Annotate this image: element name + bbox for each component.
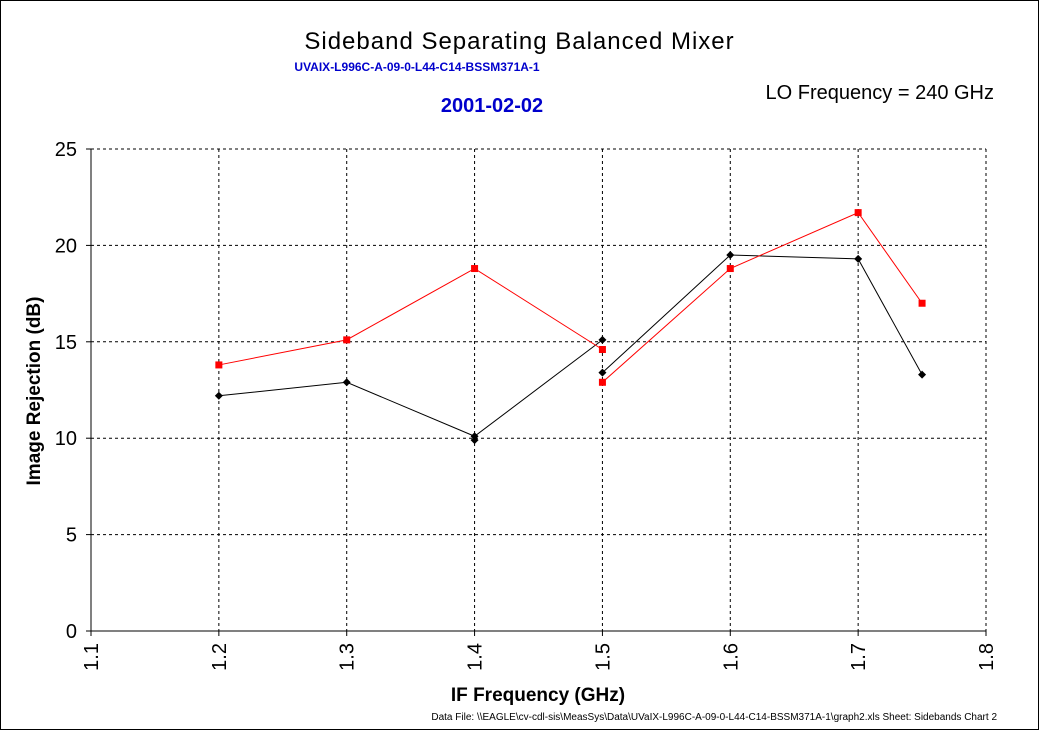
data-point-diamond — [598, 335, 607, 344]
data-point-square — [471, 265, 479, 273]
data-point-diamond — [726, 251, 735, 260]
series-line-1 — [218, 339, 603, 437]
series-line-1 — [602, 254, 923, 375]
y-tick-label: 15 — [55, 332, 77, 354]
chart-subtitle: UVAIX-L996C-A-09-0-L44-C14-BSSM371A-1 — [294, 60, 540, 74]
y-tick-label: 10 — [55, 428, 77, 450]
x-tick-label: 1.8 — [976, 643, 998, 671]
series-layer — [214, 209, 927, 445]
data-point-diamond — [342, 378, 351, 387]
x-tick-label: 1.6 — [720, 643, 742, 671]
x-tick-label: 1.1 — [81, 643, 103, 671]
series-line-2 — [602, 212, 923, 383]
data-point-square — [854, 209, 862, 217]
series-line-2 — [218, 267, 603, 366]
y-tick-label: 0 — [66, 621, 77, 643]
data-point-diamond — [470, 436, 479, 445]
y-tick-label: 25 — [55, 139, 77, 161]
data-point-square — [343, 336, 351, 344]
x-tick-label: 1.2 — [209, 643, 231, 671]
data-point-square — [215, 361, 223, 369]
y-tick-label: 5 — [66, 525, 77, 547]
x-tick-label: 1.3 — [337, 643, 359, 671]
data-point-square — [726, 265, 734, 273]
data-point-diamond — [854, 254, 863, 263]
data-point-diamond — [214, 391, 223, 400]
data-point-diamond — [918, 370, 927, 379]
data-point-square — [598, 346, 606, 354]
y-tick-label: 20 — [55, 235, 77, 257]
grid-layer — [91, 148, 987, 631]
data-point-diamond — [598, 368, 607, 377]
x-axis-label: IF Frequency (GHz) — [451, 685, 625, 706]
data-file-footer: Data File: \\EAGLE\cv-cdl-sis\MeasSys\Da… — [431, 712, 997, 723]
y-axis-label: Image Rejection (dB) — [24, 297, 45, 486]
chart-date: 2001-02-02 — [440, 95, 544, 117]
x-tick-label: 1.7 — [848, 643, 870, 671]
axes-layer: 0 5 10 15 20 25 1.1 1.2 1.3 1.4 1.5 1.6 1.7 1.8 — [55, 139, 998, 671]
x-tick-label: 1.4 — [465, 643, 487, 671]
x-tick-label: 1.5 — [592, 643, 614, 671]
data-point-square — [918, 299, 926, 307]
lo-frequency-annotation: LO Frequency = 240 GHz — [765, 82, 994, 104]
chart-title: Sideband Separating Balanced Mixer — [304, 28, 735, 55]
data-point-square — [598, 378, 606, 386]
